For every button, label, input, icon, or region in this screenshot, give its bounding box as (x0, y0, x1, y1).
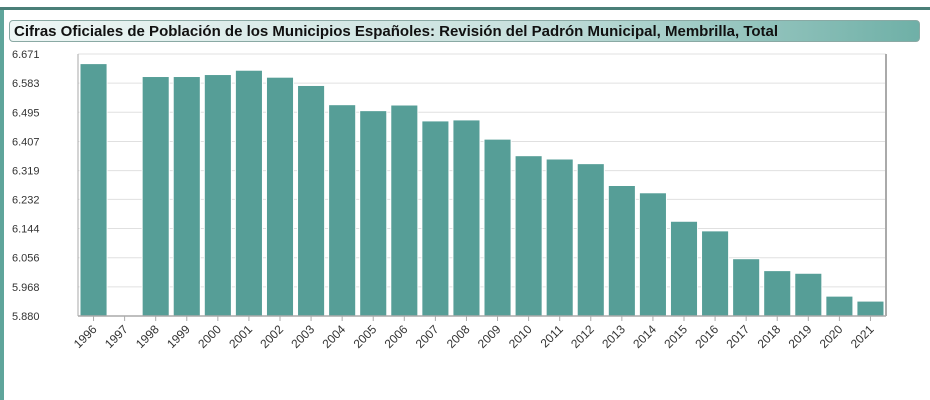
top-divider (0, 7, 930, 10)
x-tick-label: 2001 (226, 322, 255, 351)
x-tick-label: 2008 (444, 322, 473, 351)
bar-2000 (203, 74, 232, 317)
x-tick-label: 2007 (413, 322, 442, 351)
x-tick-label: 2004 (319, 322, 348, 351)
bar-1998 (141, 76, 170, 317)
y-tick-label: 5.968 (12, 282, 40, 294)
bar-2010 (514, 155, 543, 317)
bar-2020 (825, 295, 854, 317)
y-tick-label: 6.232 (12, 194, 40, 206)
x-tick-label: 2015 (661, 322, 690, 351)
chart-title-bar: Cifras Oficiales de Población de los Mun… (9, 20, 920, 42)
x-tick-label: 2011 (538, 322, 566, 350)
x-tick-label: 2014 (630, 322, 659, 351)
x-tick-label: 1999 (164, 322, 193, 351)
x-tick-label: 2017 (723, 322, 752, 351)
bar-2007 (421, 120, 450, 317)
x-tick-label: 2012 (568, 322, 597, 351)
axes (77, 54, 887, 321)
bar-2003 (297, 84, 326, 317)
y-tick-label: 6.407 (12, 136, 40, 148)
x-tick-label: 2020 (817, 322, 846, 351)
bar-2008 (452, 119, 481, 317)
y-tick-labels: 5.880 5.968 6.056 6.144 6.232 6.319 6.407 6.495… (12, 49, 40, 323)
y-tick-label: 5.880 (12, 311, 40, 323)
bar-2006 (390, 104, 419, 317)
x-tick-label: 2016 (692, 322, 721, 351)
bars (79, 63, 885, 317)
y-tick-label: 6.495 (12, 107, 40, 119)
chart-title: Cifras Oficiales de Población de los Mun… (14, 22, 779, 40)
bar-1999 (172, 76, 201, 317)
bar-2001 (234, 69, 263, 317)
bar-2004 (328, 104, 357, 317)
bar-2015 (669, 220, 699, 317)
x-tick-label: 1997 (102, 322, 131, 351)
x-tick-label: 2013 (599, 322, 628, 351)
bar-2019 (794, 272, 823, 317)
x-tick-label: 2000 (195, 322, 224, 351)
bar-2002 (265, 76, 295, 317)
x-tick-label: 1998 (133, 322, 162, 351)
x-tick-label: 2021 (848, 322, 877, 351)
bar-2017 (732, 258, 761, 317)
x-tick-label: 2003 (288, 322, 317, 351)
bar-2014 (638, 192, 667, 317)
bar-1996 (79, 63, 108, 317)
left-accent-bar (0, 10, 4, 400)
bar-2009 (483, 138, 512, 317)
x-tick-label: 2006 (382, 322, 411, 351)
x-tick-label: 2010 (506, 322, 535, 351)
bar-2016 (701, 230, 730, 317)
x-tick-label: 2018 (755, 322, 784, 351)
bar-2021 (856, 300, 885, 317)
bar-2011 (545, 158, 574, 317)
bar-2018 (763, 270, 792, 317)
y-tick-label: 6.583 (12, 78, 40, 90)
bar-2005 (359, 110, 388, 317)
x-tick-label: 2005 (351, 322, 380, 351)
y-tick-label: 6.144 (12, 224, 40, 236)
y-tick-label: 6.319 (12, 166, 40, 178)
bar-2013 (607, 185, 636, 317)
x-tick-label: 2019 (786, 322, 815, 351)
x-tick-labels: 1996 1997 1998 1999 2000 2001 2002 2003 2004 2005… (71, 322, 877, 351)
y-tick-label: 6.056 (12, 253, 40, 265)
x-tick-label: 2009 (475, 322, 504, 351)
x-tick-label: 1996 (71, 322, 100, 351)
y-tick-label: 6.671 (12, 49, 40, 61)
bar-2012 (576, 163, 605, 317)
x-tick-label: 2002 (257, 322, 286, 351)
